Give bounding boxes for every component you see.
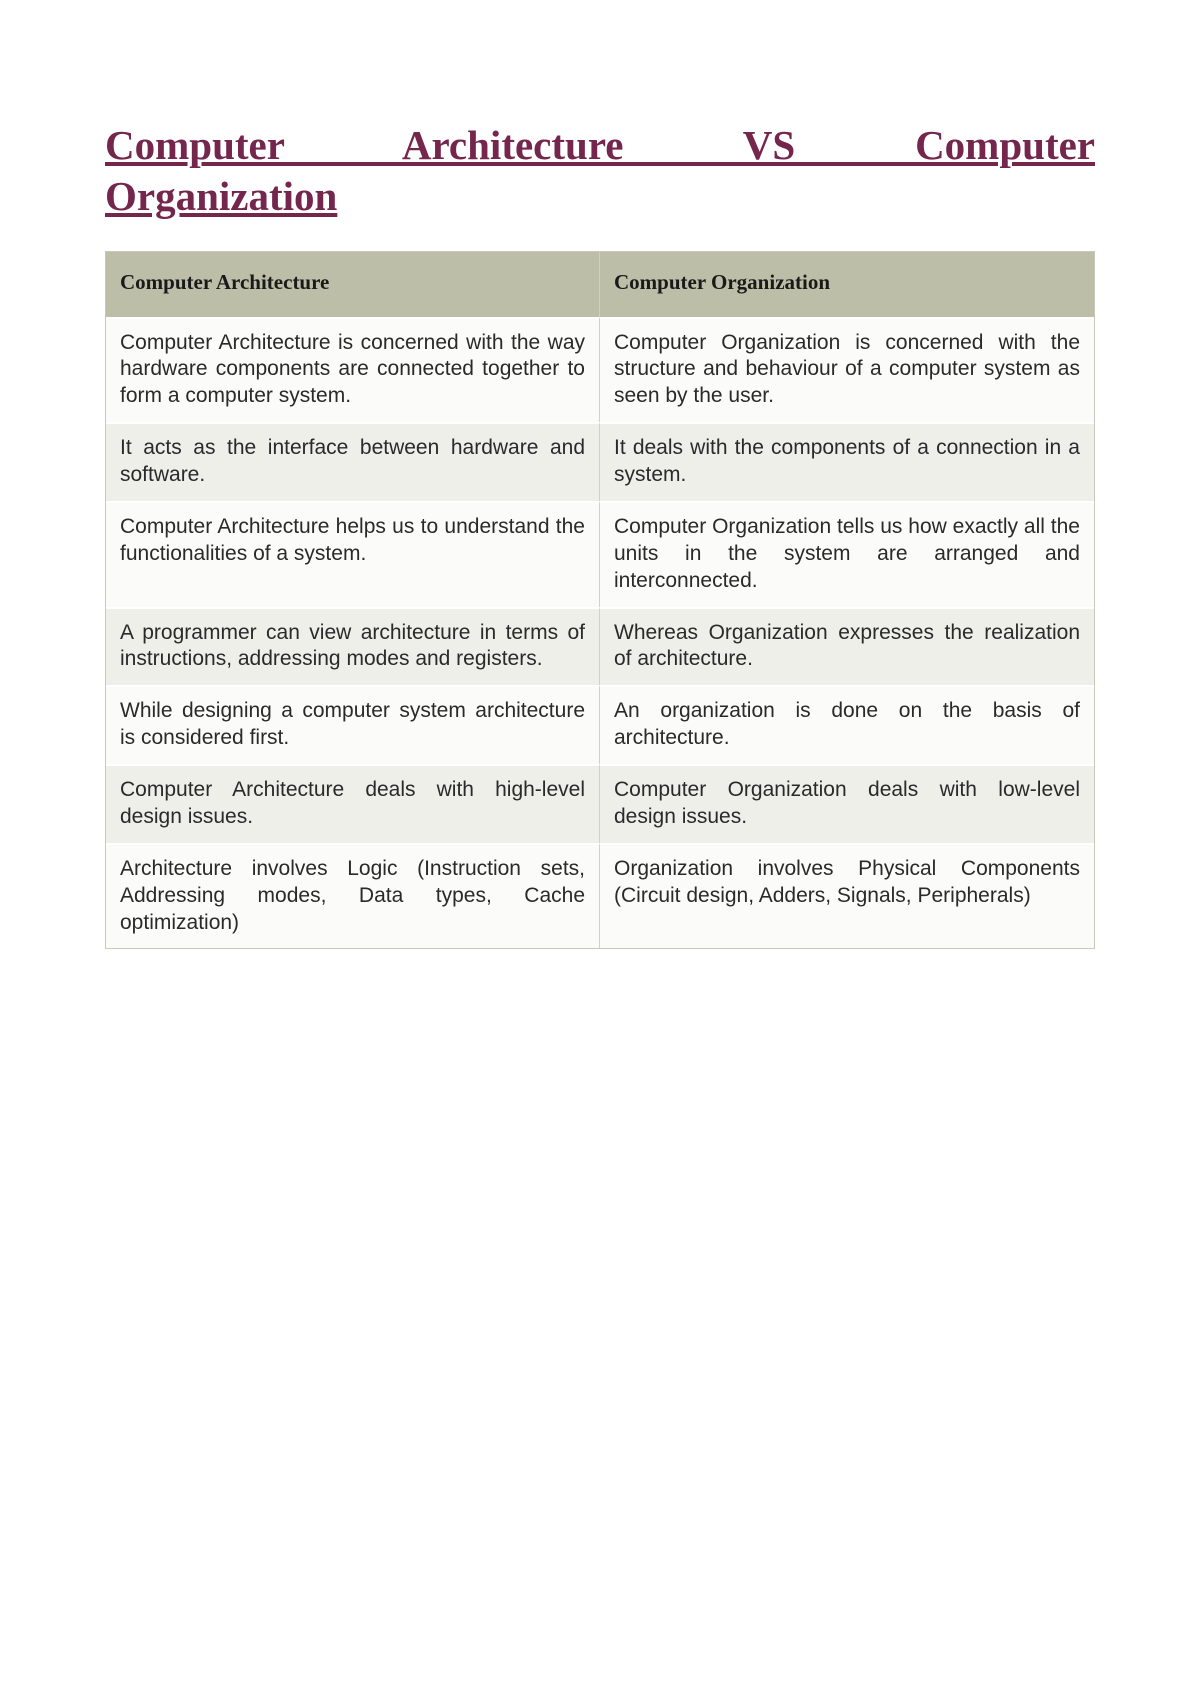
- cell-architecture: A programmer can view architecture in te…: [106, 607, 600, 686]
- table-row: Architecture involves Logic (Instruction…: [106, 843, 1094, 949]
- table-row: Computer Architecture is concerned with …: [106, 317, 1094, 423]
- cell-organization: It deals with the components of a connec…: [600, 422, 1094, 501]
- table-row: Computer Architecture helps us to unders…: [106, 501, 1094, 607]
- cell-architecture: While designing a computer system archit…: [106, 685, 600, 764]
- cell-architecture: Computer Architecture helps us to unders…: [106, 501, 600, 607]
- cell-organization: Computer Organization deals with low-lev…: [600, 764, 1094, 843]
- cell-architecture: Architecture involves Logic (Instruction…: [106, 843, 600, 949]
- page-title: Computer Architecture VS Computer Organi…: [105, 120, 1095, 223]
- title-line-1: Computer Architecture VS Computer: [105, 120, 1095, 171]
- cell-organization: An organization is done on the basis of …: [600, 685, 1094, 764]
- title-line-2: Organization: [105, 171, 1095, 222]
- cell-organization: Computer Organization tells us how exact…: [600, 501, 1094, 607]
- cell-organization: Computer Organization is concerned with …: [600, 317, 1094, 423]
- comparison-table: Computer Architecture Computer Organizat…: [105, 251, 1095, 950]
- table-row: It acts as the interface between hardwar…: [106, 422, 1094, 501]
- table-header-row: Computer Architecture Computer Organizat…: [106, 252, 1094, 317]
- cell-architecture: It acts as the interface between hardwar…: [106, 422, 600, 501]
- cell-organization: Whereas Organization expresses the reali…: [600, 607, 1094, 686]
- table-row: Computer Architecture deals with high-le…: [106, 764, 1094, 843]
- table-row: A programmer can view architecture in te…: [106, 607, 1094, 686]
- column-header-organization: Computer Organization: [600, 252, 1094, 317]
- cell-organization: Organization involves Physical Component…: [600, 843, 1094, 949]
- cell-architecture: Computer Architecture is concerned with …: [106, 317, 600, 423]
- table-row: While designing a computer system archit…: [106, 685, 1094, 764]
- cell-architecture: Computer Architecture deals with high-le…: [106, 764, 600, 843]
- column-header-architecture: Computer Architecture: [106, 252, 600, 317]
